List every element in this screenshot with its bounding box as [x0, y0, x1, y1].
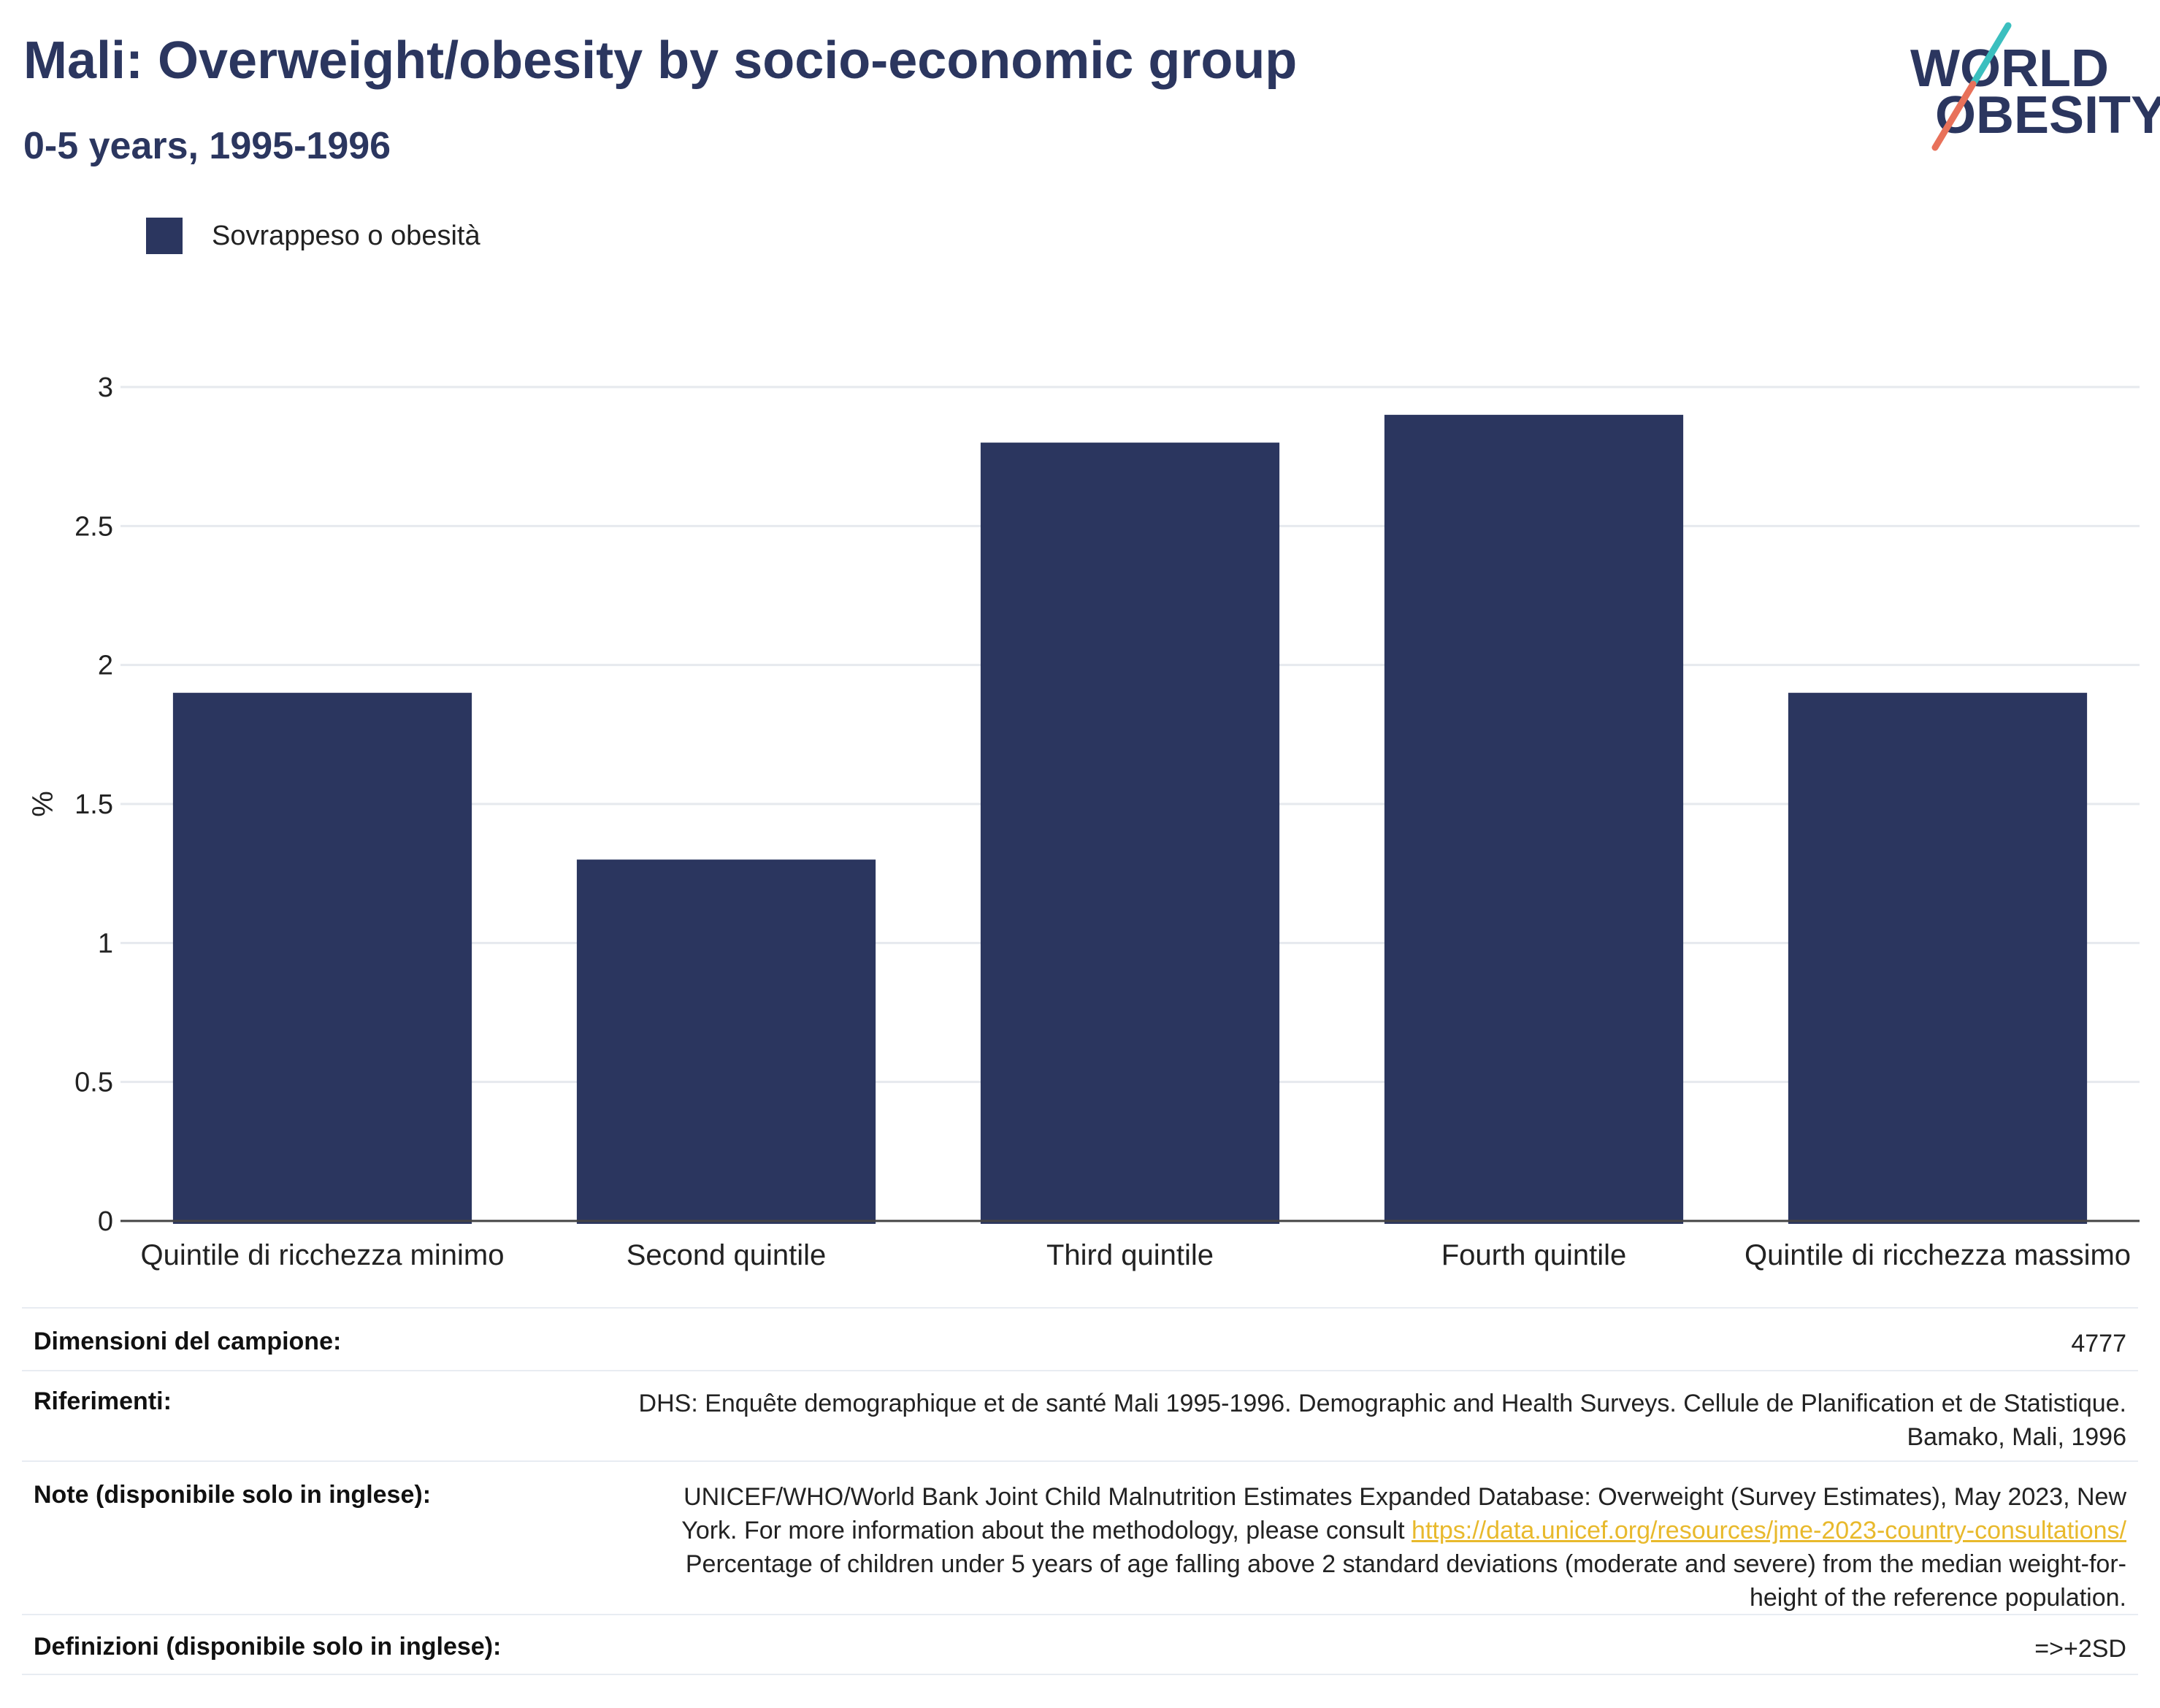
y-tick-label: 0.5 — [74, 1068, 113, 1098]
x-tick-label: Fourth quintile — [1441, 1239, 1626, 1271]
x-tick-labels: Quintile di ricchezza minimo Second quint… — [141, 1239, 2132, 1271]
y-tick-label: 3 — [98, 372, 113, 403]
info-row-definitions: Definizioni (disponibile solo in inglese… — [22, 1614, 2138, 1675]
chart-title: Mali: Overweight/obesity by socio-econom… — [23, 31, 1298, 90]
bar[interactable] — [1384, 415, 1684, 1224]
notes-line-4: height of the reference population. — [1749, 1583, 2126, 1612]
sample-size-value: 4777 — [2071, 1330, 2126, 1357]
info-row-notes: Note (disponibile solo in inglese): UNIC… — [22, 1460, 2138, 1614]
x-tick-label: Quintile di ricchezza minimo — [141, 1239, 505, 1271]
methodology-link[interactable]: https://data.unicef.org/resources/jme-20… — [1412, 1516, 2126, 1544]
references-value: DHS: Enquête demographique et de santé M… — [639, 1387, 2126, 1455]
notes-value: UNICEF/WHO/World Bank Joint Child Malnut… — [681, 1481, 2126, 1615]
notes-label: Note (disponibile solo in inglese): — [34, 1481, 432, 1509]
info-row-references: Riferimenti: DHS: Enquête demographique … — [22, 1370, 2138, 1460]
bar[interactable] — [980, 443, 1280, 1225]
definitions-label: Definizioni (disponibile solo in inglese… — [34, 1633, 502, 1661]
bar-chart: 0 0.5 1 1.5 2 2.5 3 Quintile di ricchezza mini… — [27, 372, 2140, 1271]
references-line-2: Bamako, Mali, 1996 — [1907, 1422, 2127, 1451]
chart-subtitle: 0-5 years, 1995-1996 — [23, 125, 391, 167]
x-tick-label: Third quintile — [1046, 1239, 1214, 1271]
notes-line-2: York. For more information about the met… — [681, 1516, 1412, 1544]
bar[interactable] — [1788, 692, 2088, 1224]
sample-size-label: Dimensioni del campione: — [34, 1328, 342, 1355]
legend-swatch — [146, 218, 183, 254]
bars — [172, 415, 2088, 1225]
logo-text-world: WORLD — [1910, 39, 2109, 98]
info-row-sample: Dimensioni del campione: 4777 — [22, 1307, 2138, 1370]
bar[interactable] — [172, 692, 472, 1224]
bar[interactable] — [576, 859, 876, 1224]
y-tick-label: 0 — [98, 1206, 113, 1237]
y-tick-label: 1.5 — [74, 789, 113, 820]
info-table: Dimensioni del campione: 4777 Riferiment… — [22, 1307, 2138, 1675]
y-tick-label: 2 — [98, 651, 113, 681]
legend-label: Sovrappeso o obesità — [212, 221, 480, 251]
logo-slash-icon — [1931, 22, 2012, 151]
y-axis-title: % — [27, 791, 59, 817]
world-obesity-logo: WORLD OBESITY — [1899, 22, 2160, 153]
y-tick-labels: 0 0.5 1 1.5 2 2.5 3 — [74, 372, 113, 1237]
definitions-value: =>+2SD — [2034, 1635, 2126, 1663]
notes-line-1: UNICEF/WHO/World Bank Joint Child Malnut… — [683, 1483, 2126, 1511]
y-tick-label: 1 — [98, 928, 113, 959]
x-tick-label: Quintile di ricchezza massimo — [1745, 1239, 2131, 1271]
references-line-1: DHS: Enquête demographique et de santé M… — [638, 1390, 2126, 1417]
y-tick-label: 2.5 — [74, 511, 113, 542]
references-label: Riferimenti: — [34, 1387, 172, 1415]
x-tick-label: Second quintile — [627, 1239, 827, 1271]
logo-text-obesity: OBESITY — [1935, 86, 2160, 145]
notes-line-3: Percentage of children under 5 years of … — [685, 1550, 2126, 1578]
